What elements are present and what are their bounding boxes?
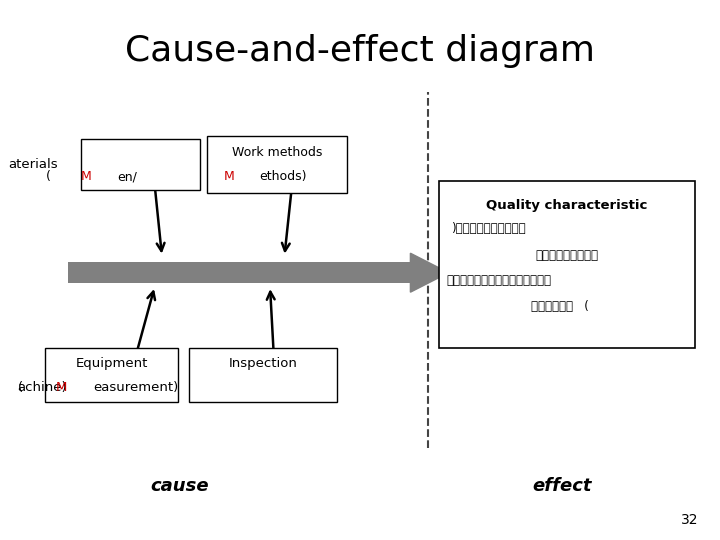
Text: en/: en/ [117,170,137,183]
FancyBboxPatch shape [439,181,695,348]
Text: ทบตอคณภาพ: ทบตอคณภาพ [536,249,598,262]
Text: Quality characteristic: Quality characteristic [486,199,648,212]
FancyBboxPatch shape [81,139,200,191]
Text: M: M [56,381,67,394]
Text: cause: cause [150,477,210,495]
Text: Equipment: Equipment [76,357,148,370]
Text: M: M [224,170,235,183]
Text: M: M [81,170,92,183]
Text: Inspection: Inspection [228,357,297,370]
Text: effect: effect [532,477,591,495]
Text: และเปนสงทตองการ: และเปนสงทตองการ [446,274,552,287]
FancyBboxPatch shape [45,348,179,402]
FancyBboxPatch shape [189,348,336,402]
FancyBboxPatch shape [207,137,347,193]
Text: aterials: aterials [9,158,58,171]
Bar [68,262,410,283]
Text: Work methods: Work methods [232,146,323,159]
Text: Materials: Materials [110,158,171,171]
Text: Cause-and-effect diagram: Cause-and-effect diagram [125,35,595,68]
Text: achine): achine) [17,381,67,394]
Text: ethods): ethods) [259,170,307,183]
Text: )สงทสงผลกระ: )สงทสงผลกระ [451,222,526,235]
Text: (: ( [45,170,50,183]
Text: ปรบปรง   (: ปรบปรง ( [531,300,589,313]
FancyArrow shape [410,253,449,292]
Text: (: ( [18,381,23,394]
Text: easurement): easurement) [94,381,179,394]
Text: 32: 32 [681,512,698,526]
